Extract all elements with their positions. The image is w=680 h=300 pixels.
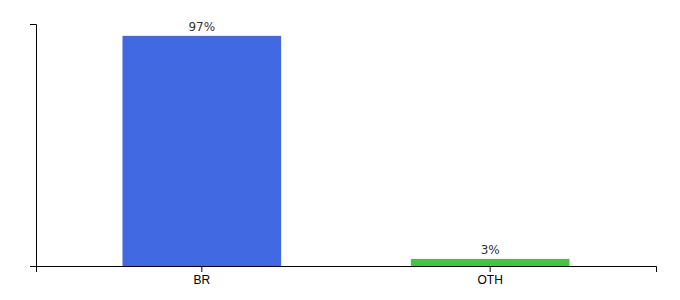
x-tick-mark (490, 266, 491, 272)
data-label: 97% (188, 20, 215, 34)
x-axis: BR OTH (37, 266, 657, 287)
x-tick-label: BR (193, 273, 210, 287)
chart-svg: BR OTH 97% 3% (0, 0, 680, 300)
y-axis-line (30, 25, 37, 267)
x-axis-line (37, 267, 657, 273)
x-tick: OTH (478, 266, 503, 287)
y-axis (30, 25, 37, 267)
bar (123, 36, 282, 266)
bars (123, 36, 570, 266)
x-tick-label: OTH (478, 273, 503, 287)
data-label: 3% (481, 243, 500, 257)
x-tick: BR (193, 266, 210, 287)
bar (411, 259, 570, 266)
plot: BR OTH 97% 3% (30, 20, 657, 287)
x-tick-mark (201, 266, 202, 272)
data-labels: 97% 3% (188, 20, 499, 257)
chart-container: BR OTH 97% 3% (0, 0, 680, 300)
